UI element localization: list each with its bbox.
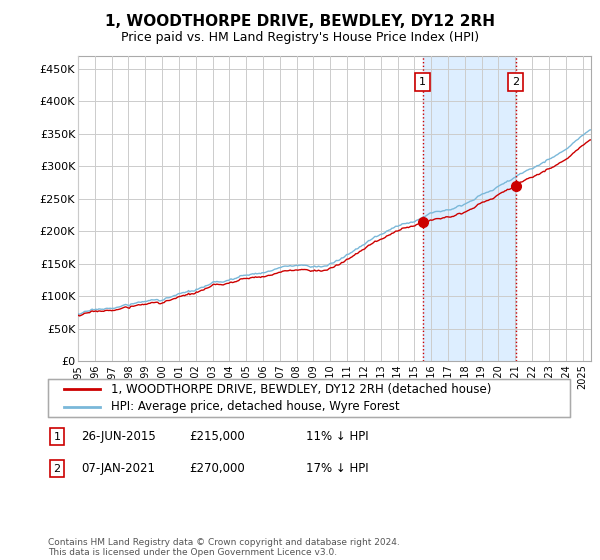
Text: HPI: Average price, detached house, Wyre Forest: HPI: Average price, detached house, Wyre… [110,400,399,413]
Text: £270,000: £270,000 [189,462,245,475]
Text: 1, WOODTHORPE DRIVE, BEWDLEY, DY12 2RH: 1, WOODTHORPE DRIVE, BEWDLEY, DY12 2RH [105,14,495,29]
Text: 17% ↓ HPI: 17% ↓ HPI [306,462,368,475]
Text: £215,000: £215,000 [189,430,245,444]
Text: 1: 1 [53,432,61,442]
Text: 2: 2 [512,77,519,87]
Text: Contains HM Land Registry data © Crown copyright and database right 2024.
This d: Contains HM Land Registry data © Crown c… [48,538,400,557]
Bar [422,56,515,361]
Text: Price paid vs. HM Land Registry's House Price Index (HPI): Price paid vs. HM Land Registry's House … [121,31,479,44]
Text: 11% ↓ HPI: 11% ↓ HPI [306,430,368,444]
Text: 1, WOODTHORPE DRIVE, BEWDLEY, DY12 2RH (detached house): 1, WOODTHORPE DRIVE, BEWDLEY, DY12 2RH (… [110,383,491,396]
Text: 1: 1 [419,77,426,87]
Text: 07-JAN-2021: 07-JAN-2021 [81,462,155,475]
Text: 2: 2 [53,464,61,474]
Text: 26-JUN-2015: 26-JUN-2015 [81,430,156,444]
